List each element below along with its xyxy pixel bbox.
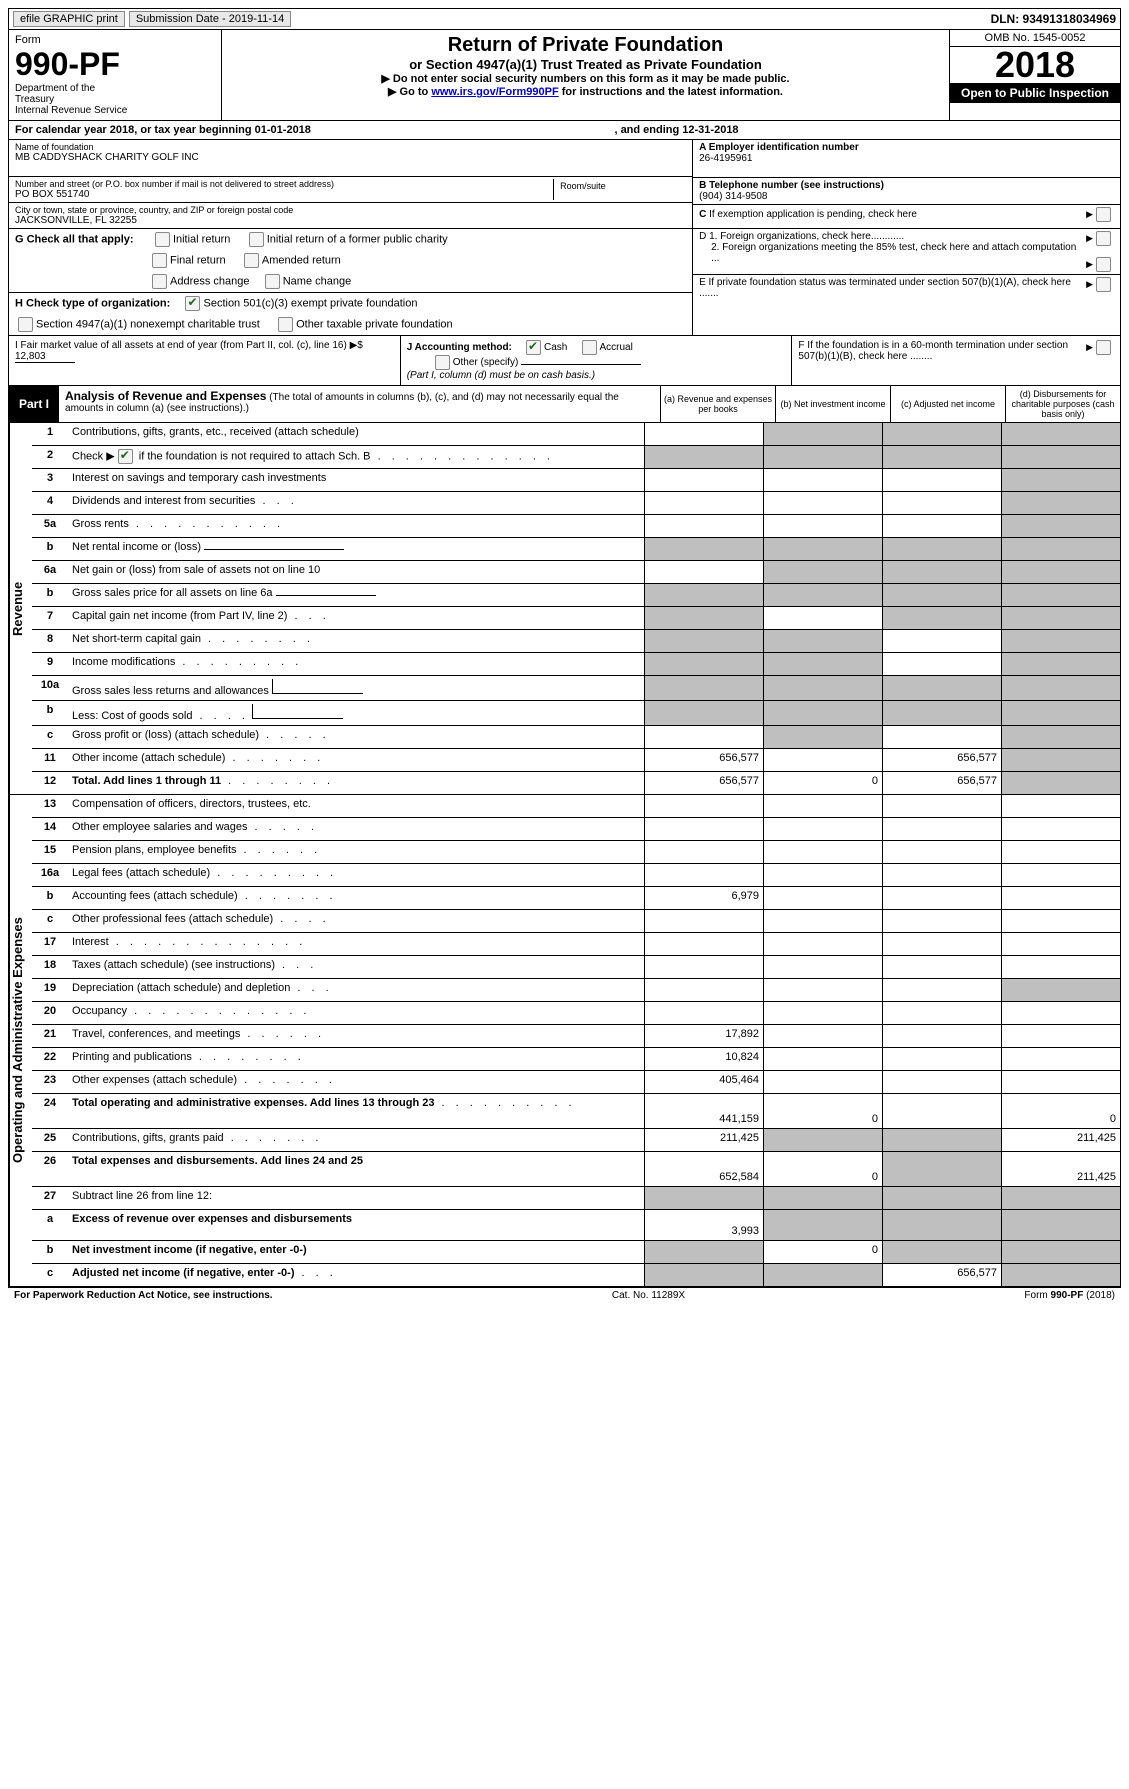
open-inspection-badge: Open to Public Inspection [950, 83, 1120, 103]
city-label: City or town, state or province, country… [15, 205, 686, 215]
efile-button[interactable]: efile GRAPHIC print [13, 11, 125, 27]
d2-label: 2. Foreign organizations meeting the 85%… [699, 242, 1084, 264]
calendar-year-row: For calendar year 2018, or tax year begi… [8, 121, 1121, 140]
form-title: Return of Private Foundation [226, 34, 945, 57]
submission-date-button[interactable]: Submission Date - 2019-11-14 [129, 11, 291, 27]
d2-checkbox[interactable] [1096, 257, 1111, 272]
phone-label: B Telephone number (see instructions) [699, 180, 884, 191]
exemption-pending-checkbox[interactable] [1096, 207, 1111, 222]
fmv-value: 12,803 [15, 351, 75, 363]
expenses-table: Operating and Administrative Expenses 13… [8, 795, 1121, 1287]
e-label: E If private foundation status was termi… [699, 277, 1084, 299]
irs-link[interactable]: www.irs.gov/Form990PF [431, 86, 558, 98]
page-footer: For Paperwork Reduction Act Notice, see … [8, 1287, 1121, 1303]
address-change-checkbox[interactable] [152, 274, 167, 289]
exemption-pending-label: C If exemption application is pending, c… [699, 209, 1086, 220]
g-label: G Check all that apply: [15, 233, 134, 245]
ein-value: 26-4195961 [699, 153, 1114, 164]
identity-grid: Name of foundation MB CADDYSHACK CHARITY… [8, 140, 1121, 229]
city-value: JACKSONVILLE, FL 32255 [15, 215, 686, 226]
dept-line-2: Treasury [15, 94, 215, 105]
tax-year: 2018 [950, 47, 1120, 83]
paperwork-notice: For Paperwork Reduction Act Notice, see … [14, 1290, 273, 1301]
other-taxable-checkbox[interactable] [278, 317, 293, 332]
form-number: 990-PF [15, 46, 215, 83]
form-subtitle: or Section 4947(a)(1) Trust Treated as P… [226, 57, 945, 72]
name-change-checkbox[interactable] [265, 274, 280, 289]
other-method-checkbox[interactable] [435, 355, 450, 370]
part-1-title: Analysis of Revenue and Expenses [65, 389, 266, 403]
i-label: I Fair market value of all assets at end… [15, 340, 347, 351]
revenue-tab: Revenue [9, 423, 32, 794]
expenses-tab: Operating and Administrative Expenses [9, 795, 32, 1286]
arrow-icon [1086, 209, 1093, 220]
address-value: PO BOX 551740 [15, 189, 553, 200]
d1-label: D 1. Foreign organizations, check here..… [699, 231, 904, 242]
initial-return-former-checkbox[interactable] [249, 232, 264, 247]
revenue-table: Revenue 1Contributions, gifts, grants, e… [8, 423, 1121, 795]
f-label: F If the foundation is in a 60-month ter… [798, 340, 1086, 381]
col-d-header: (d) Disbursements for charitable purpose… [1005, 386, 1120, 422]
section-g-d: G Check all that apply: Initial return I… [8, 229, 1121, 336]
address-label: Number and street (or P.O. box number if… [15, 179, 553, 189]
dln-label: DLN: 93491318034969 [991, 12, 1116, 26]
phone-value: (904) 314-9508 [699, 191, 1114, 202]
top-bar: efile GRAPHIC print Submission Date - 20… [8, 8, 1121, 30]
form-word: Form [15, 34, 215, 46]
4947a1-checkbox[interactable] [18, 317, 33, 332]
501c3-checkbox[interactable] [185, 296, 200, 311]
final-return-checkbox[interactable] [152, 253, 167, 268]
e-checkbox[interactable] [1096, 277, 1111, 292]
col-c-header: (c) Adjusted net income [890, 386, 1005, 422]
initial-return-checkbox[interactable] [155, 232, 170, 247]
h-label: H Check type of organization: [15, 297, 170, 309]
j-note: (Part I, column (d) must be on cash basi… [407, 370, 595, 381]
sch-b-checkbox[interactable] [118, 449, 133, 464]
cat-number: Cat. No. 11289X [273, 1290, 1025, 1301]
d1-checkbox[interactable] [1096, 231, 1111, 246]
foundation-name: MB CADDYSHACK CHARITY GOLF INC [15, 152, 686, 163]
accrual-checkbox[interactable] [582, 340, 597, 355]
form-note-2: ▶ Go to www.irs.gov/Form990PF for instru… [226, 85, 945, 98]
form-note-1: ▶ Do not enter social security numbers o… [226, 72, 945, 85]
dept-line-3: Internal Revenue Service [15, 105, 215, 116]
part-1-header: Part I Analysis of Revenue and Expenses … [8, 386, 1121, 423]
room-suite-label: Room/suite [553, 179, 686, 200]
amended-return-checkbox[interactable] [244, 253, 259, 268]
f-checkbox[interactable] [1096, 340, 1111, 355]
form-header: Form 990-PF Department of the Treasury I… [8, 30, 1121, 121]
dept-line-1: Department of the [15, 83, 215, 94]
foundation-name-label: Name of foundation [15, 142, 686, 152]
col-a-header: (a) Revenue and expenses per books [660, 386, 775, 422]
col-b-header: (b) Net investment income [775, 386, 890, 422]
section-i-j-f: I Fair market value of all assets at end… [8, 336, 1121, 386]
cash-checkbox[interactable] [526, 340, 541, 355]
form-ref: Form 990-PF (2018) [1024, 1290, 1115, 1301]
ein-label: A Employer identification number [699, 142, 859, 153]
j-label: J Accounting method: [407, 342, 512, 353]
part-1-label: Part I [9, 386, 59, 422]
